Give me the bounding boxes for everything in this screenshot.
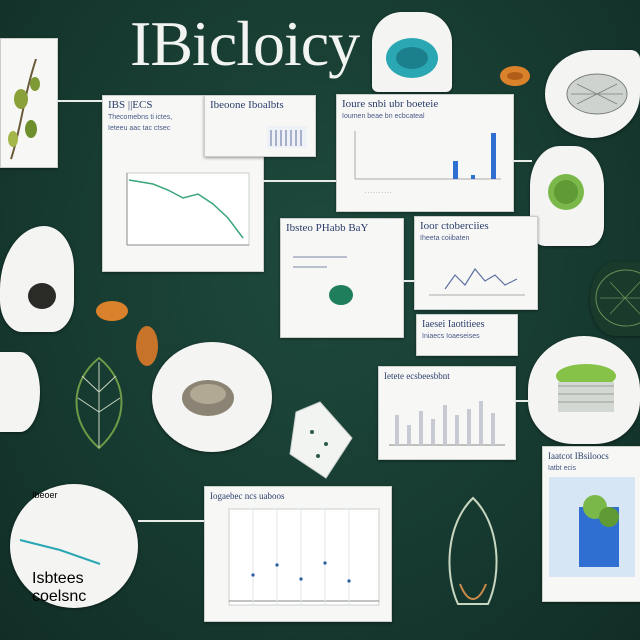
- scatter-plot: [228, 508, 380, 606]
- svg-text:. . . . . . . . . .: . . . . . . . . . .: [365, 189, 391, 195]
- connector-line: [56, 100, 102, 102]
- magnifier-icon: [19, 539, 101, 565]
- specimen-label-card: Ibsteo PHabb BaY: [280, 218, 404, 338]
- leaf-vein-icon: [595, 269, 640, 327]
- connector-line: [262, 180, 336, 182]
- connector-line: [138, 520, 204, 522]
- card-subtitle: Ioumen beae bn ecbcateal: [342, 113, 425, 120]
- shell-specimen-card: [152, 342, 272, 452]
- card-heading: Ietete ecsbeesbbnt: [384, 371, 450, 381]
- image-card: Iaatcot IBsiloocs Iatbt ecis: [542, 446, 640, 602]
- card-subtitle: Iheeta coiibaten: [420, 235, 470, 242]
- seed-icon: [136, 326, 158, 366]
- seed-icon: [96, 301, 128, 321]
- dark-seed-icon: [28, 283, 56, 309]
- seed-icon: [500, 66, 530, 86]
- page-title: IBicloicy: [130, 8, 360, 79]
- bar-plot: . . . . . . . . . .: [354, 131, 501, 195]
- card-heading: Ibeoone Iboalbts: [210, 99, 284, 111]
- moss-specimen-card: [530, 146, 604, 246]
- leaf-structure-icon: [75, 356, 123, 450]
- magnifier-card: Isbtees coelsnc Ibeoer: [10, 484, 138, 608]
- bar-chart-card: Ioure snbi ubr boeteie Ioumen beae bn ec…: [336, 94, 514, 212]
- plant-photo-icon: [549, 477, 635, 577]
- connector-line: [512, 160, 532, 162]
- moss-cross-section-card: [528, 336, 640, 444]
- connector-line: [402, 280, 416, 282]
- card-heading: Ibsteo PHabb BaY: [286, 222, 369, 234]
- card-subtitle: Iniaecs Ioaeseises: [422, 333, 480, 340]
- leaf-specimen-card: [0, 38, 58, 168]
- connector-line: [514, 400, 530, 402]
- cell-icon: [386, 38, 438, 78]
- bean-icon: [293, 256, 353, 305]
- scatter-chart-card: Iogaebec ncs uaboos: [204, 486, 392, 622]
- card-subtitle: Thecomebns ti ictes,: [108, 114, 173, 121]
- bar-plot: [389, 401, 505, 446]
- dark-seed-card: [0, 226, 74, 332]
- fluctuation-line-plot: [429, 267, 525, 296]
- card-heading: Ibeoer: [32, 490, 58, 500]
- shell-icon: [182, 380, 234, 416]
- card-heading: IBS ||ECS: [108, 99, 153, 111]
- cross-section-icon: [556, 364, 616, 412]
- mini-barcode-plot: [267, 126, 307, 148]
- seed-cross-section-icon: [448, 496, 498, 605]
- bar-chart-card: Ietete ecsbeesbbnt: [378, 366, 516, 460]
- cell-specimen-card: [372, 12, 452, 92]
- white-blob-left: [0, 352, 40, 432]
- caption-card: Iaesei Iaotitiees Iniaecs Ioaeseises: [416, 314, 518, 356]
- card-subtitle: Isbtees coelsnc: [32, 570, 87, 605]
- card-subtitle: Ieteeu aac tac ctsec: [108, 125, 171, 132]
- cell-membrane-icon: [289, 401, 353, 479]
- decline-line-plot: [126, 172, 250, 246]
- header-strip-card: Ibeoone Iboalbts: [204, 95, 316, 157]
- leaf-branch-icon: [8, 58, 40, 160]
- line-chart-card: Ioor ctoberciies Iheeta coiibaten: [414, 216, 538, 310]
- seed-pod-card: [545, 50, 640, 138]
- card-heading: Iaatcot IBsiloocs: [548, 451, 609, 461]
- card-heading: Iaesei Iaotitiees: [422, 319, 485, 330]
- card-subtitle: Iatbt ecis: [548, 465, 577, 472]
- moss-icon: [548, 174, 584, 210]
- pod-icon: [566, 73, 628, 115]
- card-heading: Ioure snbi ubr boeteie: [342, 98, 439, 110]
- leaf-vein-card: [590, 262, 640, 336]
- card-heading: Iogaebec ncs uaboos: [210, 491, 285, 501]
- card-heading: Ioor ctoberciies: [420, 220, 489, 232]
